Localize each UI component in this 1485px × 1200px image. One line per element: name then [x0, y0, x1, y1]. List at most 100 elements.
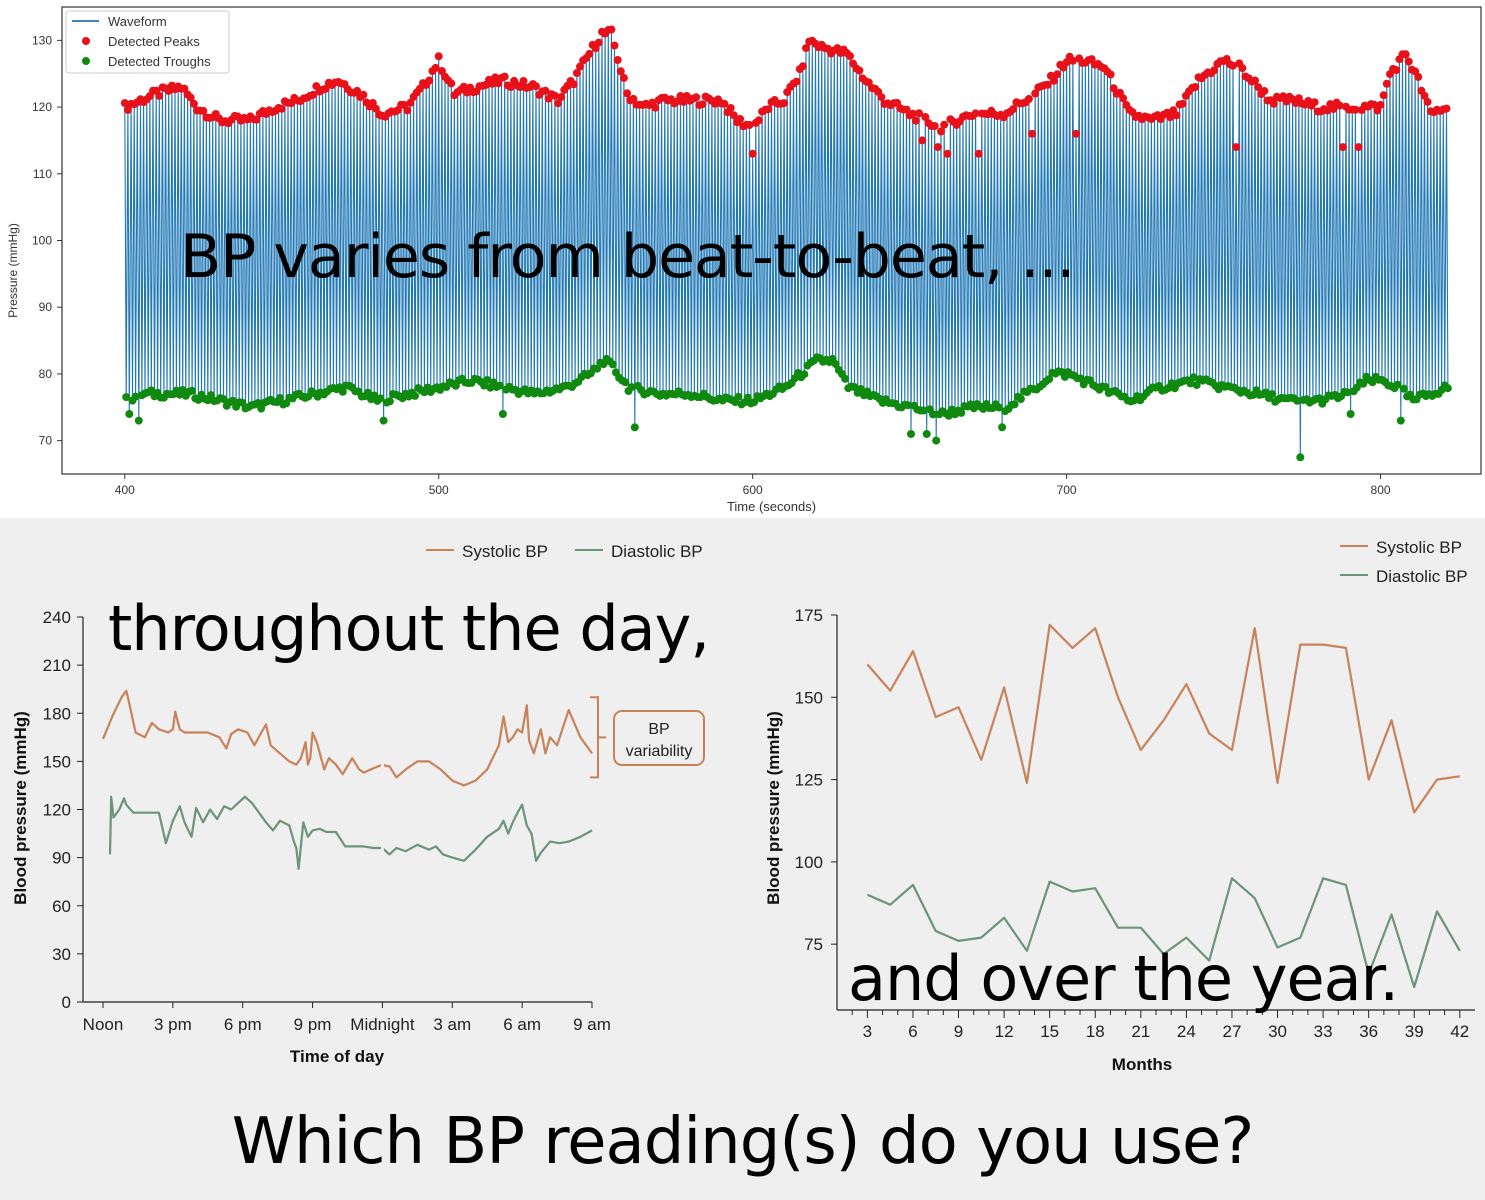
trough-marker	[593, 364, 602, 373]
trough-marker	[1396, 416, 1405, 425]
trough-marker	[1268, 390, 1277, 399]
trough-marker	[627, 383, 636, 392]
x-tick-label: 800	[1371, 483, 1391, 497]
peak-marker	[252, 115, 261, 124]
peak-marker	[1329, 105, 1338, 113]
peak-marker	[613, 56, 622, 64]
diastolic-line	[108, 795, 593, 870]
beat-legend: Waveform Detected Peaks Detected Troughs	[65, 10, 230, 74]
y-axis-label: Pressure (mmHg)	[6, 223, 20, 318]
peak-marker	[459, 82, 468, 91]
trough-marker	[131, 392, 140, 401]
peak-marker	[434, 52, 443, 61]
peak-marker	[937, 127, 945, 136]
peak-marker	[780, 99, 789, 108]
peak-marker	[1024, 95, 1033, 103]
peak-marker	[911, 116, 920, 125]
trough-marker	[630, 423, 639, 432]
trough-marker	[363, 388, 372, 397]
trough-marker	[498, 410, 507, 418]
peak-marker	[488, 79, 497, 88]
peak-marker	[277, 104, 286, 113]
daily-bp-chart: 0 30 60 90 120 150 180 210 240 Noon 3 pm 6 pm 9 pm Mi…	[11, 542, 705, 1066]
diastolic-line	[866, 877, 1461, 989]
peak-marker	[1414, 72, 1423, 81]
trough-marker	[338, 387, 347, 396]
y-tick-label: 75	[804, 935, 823, 954]
trough-marker	[929, 410, 937, 419]
trough-marker	[800, 370, 809, 379]
detected-troughs	[122, 353, 1452, 462]
peak-marker	[1423, 97, 1432, 106]
x-tick-label: 600	[743, 483, 763, 497]
variability-bracket	[590, 696, 606, 779]
legend-label: Systolic BP	[462, 542, 548, 561]
peak-marker	[447, 79, 456, 88]
peak-marker	[491, 73, 500, 82]
trough-marker	[379, 416, 388, 425]
yearly-caption: and over the year.	[848, 942, 1399, 1015]
legend-box	[65, 10, 230, 74]
peak-marker	[541, 86, 550, 95]
trough-marker	[376, 394, 385, 403]
peak-marker	[754, 116, 763, 125]
trough-marker	[1101, 383, 1110, 391]
x-tick-label: 3 pm	[154, 1015, 192, 1034]
y-tick-label: 70	[39, 434, 53, 448]
peak-marker	[846, 52, 854, 60]
x-tick-label: Midnight	[350, 1015, 415, 1034]
y-axis-label: Blood pressure (mmHg)	[764, 711, 783, 905]
trough-marker	[1186, 379, 1195, 388]
y-tick-label: 210	[43, 656, 71, 675]
y-tick-label: 30	[52, 945, 71, 964]
peak-marker	[550, 91, 559, 100]
peak-marker	[189, 99, 198, 108]
peak-marker	[940, 120, 949, 129]
peak-marker	[921, 113, 930, 121]
y-tick-label: 180	[43, 704, 71, 723]
peak-marker	[726, 104, 735, 112]
x-tick-label: 15	[1040, 1022, 1059, 1041]
peak-marker	[1172, 111, 1181, 120]
peak-marker	[619, 73, 628, 82]
trough-marker	[1293, 396, 1302, 405]
peak-marker	[792, 77, 801, 86]
trough-marker	[944, 411, 953, 420]
peak-marker	[974, 149, 983, 158]
x-tick-label: 6 am	[503, 1015, 541, 1034]
peak-marker	[1392, 66, 1401, 75]
peak-marker	[1119, 94, 1128, 103]
y-tick-label: 125	[795, 771, 823, 790]
trough-marker	[919, 406, 928, 415]
question-caption: Which BP reading(s) do you use?	[231, 1105, 1255, 1179]
y-tick-label: 120	[32, 100, 52, 114]
peak-marker	[557, 93, 566, 101]
peak-marker	[651, 103, 660, 112]
peak-marker	[971, 109, 980, 118]
trough-marker	[385, 397, 394, 406]
trough-marker	[1045, 375, 1054, 384]
peak-marker	[371, 104, 380, 113]
peak-marker	[623, 89, 632, 98]
trough-marker	[750, 398, 759, 407]
peak-marker	[798, 62, 807, 71]
trough-marker	[831, 360, 840, 369]
peak-marker	[616, 67, 625, 76]
x-tick-label: 9 pm	[294, 1015, 332, 1034]
peak-marker	[1401, 50, 1410, 59]
x-tick-label: 6	[908, 1022, 917, 1041]
trough-marker	[483, 376, 492, 384]
peak-marker	[1382, 79, 1391, 88]
peak-marker	[1338, 143, 1347, 152]
legend-label: Diastolic BP	[611, 542, 703, 561]
peak-marker	[1310, 98, 1319, 107]
peak-marker	[519, 77, 528, 85]
y-tick-label: 150	[43, 752, 71, 771]
peak-marker	[1229, 61, 1237, 70]
x-tick-label: 9 am	[573, 1015, 611, 1034]
peak-marker	[123, 105, 132, 114]
x-tick-label: 400	[115, 483, 135, 497]
x-axis-label: Time of day	[290, 1047, 385, 1066]
trough-marker	[207, 391, 215, 400]
